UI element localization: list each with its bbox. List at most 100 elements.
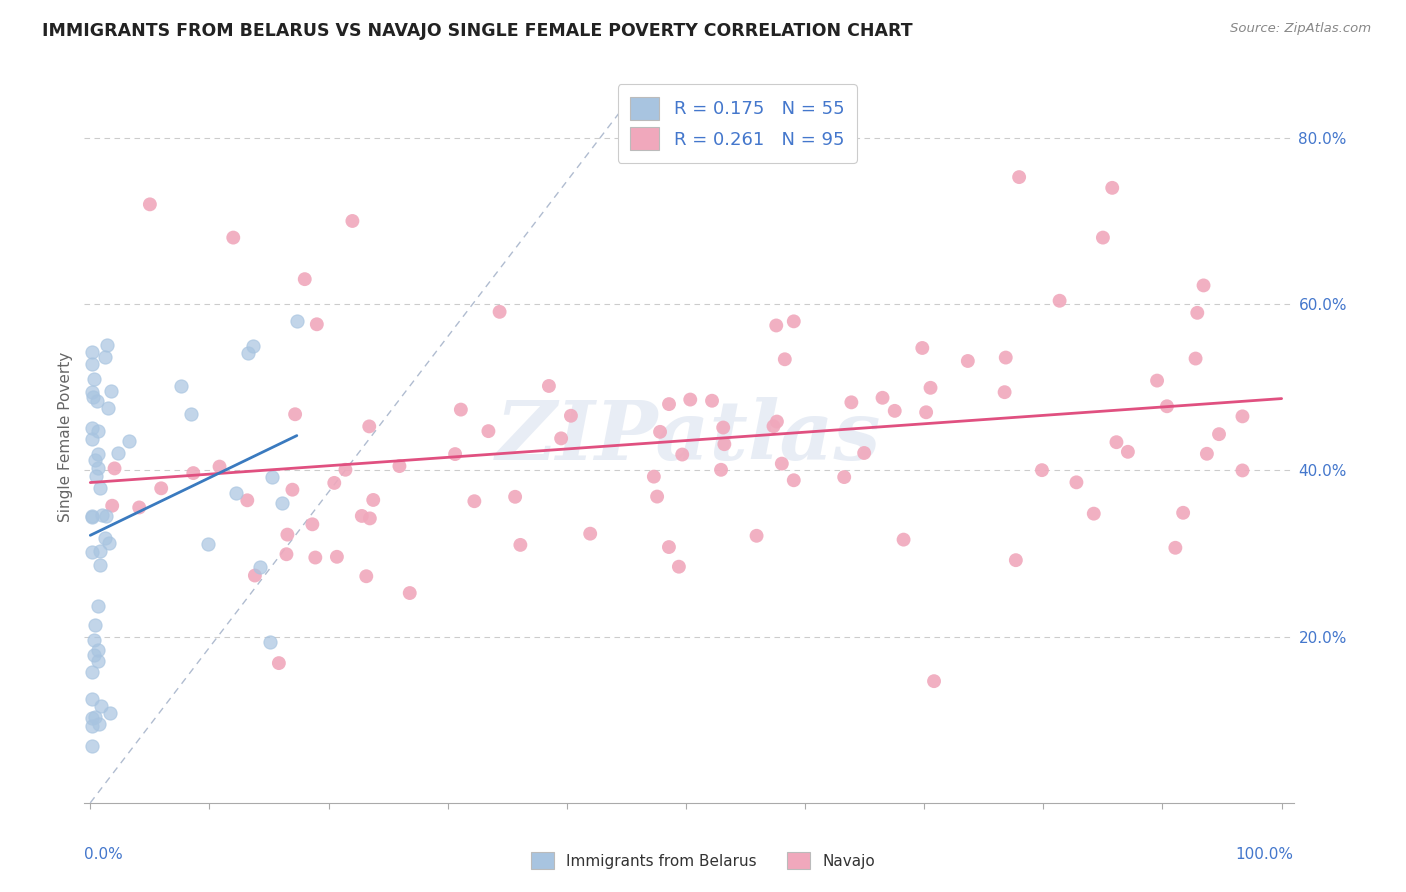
Point — [284, 407, 307, 421]
Point — [128, 500, 150, 515]
Point — [89, 558, 111, 572]
Point — [276, 527, 298, 541]
Point — [1232, 463, 1254, 477]
Point — [853, 446, 876, 460]
Point — [444, 447, 467, 461]
Point — [304, 550, 326, 565]
Point — [463, 494, 485, 508]
Point — [956, 354, 979, 368]
Point — [872, 391, 894, 405]
Point — [83, 648, 105, 663]
Point — [89, 481, 111, 495]
Point — [225, 485, 247, 500]
Point — [388, 459, 411, 474]
Point — [783, 314, 806, 328]
Point — [893, 533, 915, 547]
Point — [80, 508, 103, 523]
Point — [271, 496, 294, 510]
Point — [509, 538, 531, 552]
Point — [83, 618, 105, 632]
Point — [103, 461, 125, 475]
Point — [83, 633, 105, 648]
Point — [359, 419, 381, 434]
Point — [80, 711, 103, 725]
Point — [96, 337, 118, 351]
Point — [922, 674, 945, 689]
Point — [710, 463, 733, 477]
Point — [1066, 475, 1088, 490]
Point — [281, 483, 304, 497]
Point — [537, 379, 560, 393]
Point — [648, 425, 671, 439]
Point — [1091, 230, 1114, 244]
Point — [249, 560, 271, 574]
Text: 100.0%: 100.0% — [1236, 847, 1294, 862]
Point — [94, 508, 117, 523]
Point — [87, 643, 110, 657]
Point — [994, 385, 1017, 400]
Point — [323, 475, 346, 490]
Point — [915, 405, 938, 419]
Point — [783, 473, 806, 487]
Point — [236, 346, 259, 360]
Legend: Immigrants from Belarus, Navajo: Immigrants from Belarus, Navajo — [524, 846, 882, 875]
Point — [98, 536, 121, 550]
Point — [1146, 374, 1168, 388]
Point — [80, 719, 103, 733]
Point — [1187, 306, 1209, 320]
Point — [98, 706, 121, 721]
Point — [80, 509, 103, 524]
Point — [87, 599, 110, 614]
Point — [1105, 435, 1128, 450]
Point — [560, 409, 582, 423]
Point — [80, 665, 103, 679]
Point — [107, 446, 129, 460]
Point — [94, 350, 117, 364]
Point — [550, 431, 572, 445]
Text: IMMIGRANTS FROM BELARUS VS NAVAJO SINGLE FEMALE POVERTY CORRELATION CHART: IMMIGRANTS FROM BELARUS VS NAVAJO SINGLE… — [42, 22, 912, 40]
Point — [359, 511, 381, 525]
Legend: R = 0.175   N = 55, R = 0.261   N = 95: R = 0.175 N = 55, R = 0.261 N = 95 — [617, 84, 856, 163]
Point — [832, 470, 855, 484]
Y-axis label: Single Female Poverty: Single Female Poverty — [58, 352, 73, 522]
Point — [222, 230, 245, 244]
Point — [80, 545, 103, 559]
Point — [911, 341, 934, 355]
Point — [84, 452, 107, 467]
Point — [86, 461, 108, 475]
Text: 0.0%: 0.0% — [84, 847, 124, 862]
Point — [1195, 447, 1218, 461]
Point — [326, 549, 349, 564]
Text: Source: ZipAtlas.com: Source: ZipAtlas.com — [1230, 22, 1371, 36]
Point — [766, 415, 789, 429]
Point — [335, 463, 357, 477]
Point — [87, 716, 110, 731]
Point — [770, 457, 793, 471]
Point — [139, 197, 162, 211]
Point — [579, 526, 602, 541]
Point — [1192, 278, 1215, 293]
Point — [294, 272, 316, 286]
Point — [1232, 409, 1254, 424]
Point — [1156, 399, 1178, 413]
Point — [745, 529, 768, 543]
Point — [87, 653, 110, 667]
Point — [883, 404, 905, 418]
Point — [87, 447, 110, 461]
Point — [285, 314, 308, 328]
Point — [82, 421, 104, 435]
Point — [477, 424, 499, 438]
Point — [1101, 181, 1123, 195]
Point — [765, 318, 787, 333]
Point — [197, 537, 219, 551]
Point — [89, 543, 111, 558]
Point — [1008, 170, 1031, 185]
Point — [350, 508, 373, 523]
Point — [450, 402, 472, 417]
Point — [80, 344, 103, 359]
Point — [1164, 541, 1187, 555]
Point — [671, 448, 693, 462]
Point — [361, 492, 384, 507]
Point — [658, 397, 681, 411]
Text: ZIPatlas: ZIPatlas — [496, 397, 882, 477]
